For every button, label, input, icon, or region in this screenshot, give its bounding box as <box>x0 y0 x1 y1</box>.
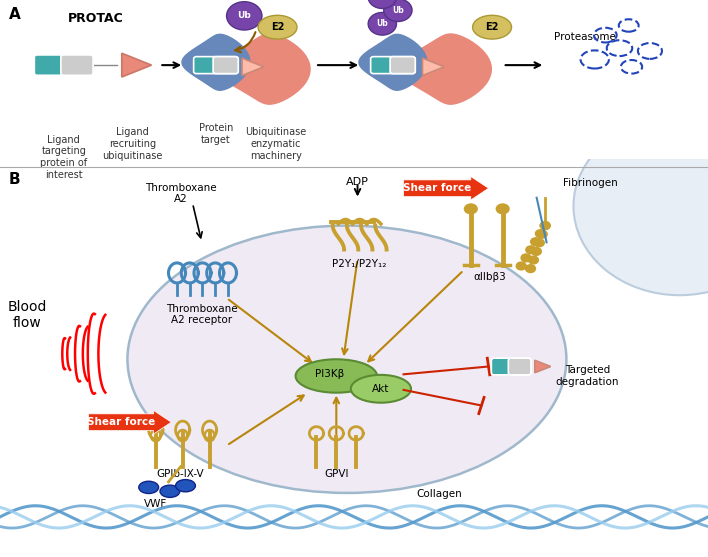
FancyBboxPatch shape <box>193 57 238 74</box>
Ellipse shape <box>127 226 566 493</box>
Text: VWF: VWF <box>144 499 167 509</box>
Text: PI3Kβ: PI3Kβ <box>314 369 344 379</box>
Text: Ub: Ub <box>377 0 388 2</box>
FancyArrow shape <box>404 177 489 200</box>
Text: Ub: Ub <box>237 11 251 21</box>
Circle shape <box>532 247 542 255</box>
Circle shape <box>537 230 547 238</box>
Ellipse shape <box>258 15 297 39</box>
Circle shape <box>496 203 510 214</box>
Ellipse shape <box>351 375 411 403</box>
Circle shape <box>535 239 544 247</box>
Circle shape <box>528 256 538 264</box>
Circle shape <box>535 230 545 238</box>
Text: GPIb-IX-V: GPIb-IX-V <box>156 469 205 479</box>
Ellipse shape <box>296 359 377 393</box>
FancyBboxPatch shape <box>390 57 415 74</box>
Text: Ubiquitinase
enzymatic
machinery: Ubiquitinase enzymatic machinery <box>246 128 307 160</box>
Text: GPVI: GPVI <box>324 469 348 479</box>
Text: E2: E2 <box>486 22 498 32</box>
Polygon shape <box>122 53 152 77</box>
Text: PROTAC: PROTAC <box>68 12 123 26</box>
FancyBboxPatch shape <box>508 358 531 375</box>
Ellipse shape <box>139 481 159 494</box>
Text: Blood
flow: Blood flow <box>7 300 47 330</box>
Ellipse shape <box>573 117 708 295</box>
Text: Akt: Akt <box>372 384 389 394</box>
Text: B: B <box>8 172 20 187</box>
Text: ADP: ADP <box>346 177 369 187</box>
Circle shape <box>540 222 550 229</box>
FancyBboxPatch shape <box>34 55 93 75</box>
Circle shape <box>516 262 526 270</box>
Text: Ub: Ub <box>377 19 388 28</box>
Circle shape <box>530 238 540 246</box>
Circle shape <box>368 12 396 35</box>
Text: Shear force: Shear force <box>87 417 155 427</box>
Circle shape <box>227 2 262 30</box>
Text: Protein
target: Protein target <box>199 124 233 145</box>
Circle shape <box>540 222 550 229</box>
Polygon shape <box>242 58 264 76</box>
FancyArrow shape <box>88 411 171 434</box>
Polygon shape <box>535 360 551 373</box>
Text: P2Y₁/P2Y₁₂: P2Y₁/P2Y₁₂ <box>333 259 387 269</box>
Text: Shear force: Shear force <box>403 183 471 193</box>
Polygon shape <box>398 34 491 104</box>
Ellipse shape <box>160 485 180 497</box>
Circle shape <box>521 254 531 262</box>
Polygon shape <box>423 58 445 76</box>
Text: Collagen: Collagen <box>416 489 462 499</box>
Text: Targeted
degradation: Targeted degradation <box>556 365 620 387</box>
Text: A: A <box>8 7 21 22</box>
FancyBboxPatch shape <box>370 57 415 74</box>
Text: Fibrinogen: Fibrinogen <box>563 178 617 188</box>
FancyBboxPatch shape <box>61 55 93 75</box>
Ellipse shape <box>472 15 511 39</box>
Text: Ub: Ub <box>392 6 404 14</box>
Ellipse shape <box>176 480 195 492</box>
Circle shape <box>464 203 478 214</box>
Circle shape <box>525 265 535 272</box>
Text: Proteasome: Proteasome <box>554 32 615 42</box>
Polygon shape <box>359 35 427 90</box>
FancyBboxPatch shape <box>491 358 531 375</box>
Circle shape <box>368 0 396 8</box>
Polygon shape <box>217 34 310 104</box>
Text: E2: E2 <box>271 22 284 32</box>
Circle shape <box>526 246 536 254</box>
Circle shape <box>384 0 412 22</box>
Text: αIIbβ3: αIIbβ3 <box>474 272 506 282</box>
Text: Ligand
recruiting
ubiquitinase: Ligand recruiting ubiquitinase <box>102 128 163 160</box>
Text: Thromboxane
A2 receptor: Thromboxane A2 receptor <box>166 304 238 325</box>
FancyBboxPatch shape <box>213 57 238 74</box>
Polygon shape <box>182 35 250 90</box>
Text: Ligand
targeting
protein of
interest: Ligand targeting protein of interest <box>40 135 87 179</box>
Text: Thromboxane
A2: Thromboxane A2 <box>144 183 217 204</box>
